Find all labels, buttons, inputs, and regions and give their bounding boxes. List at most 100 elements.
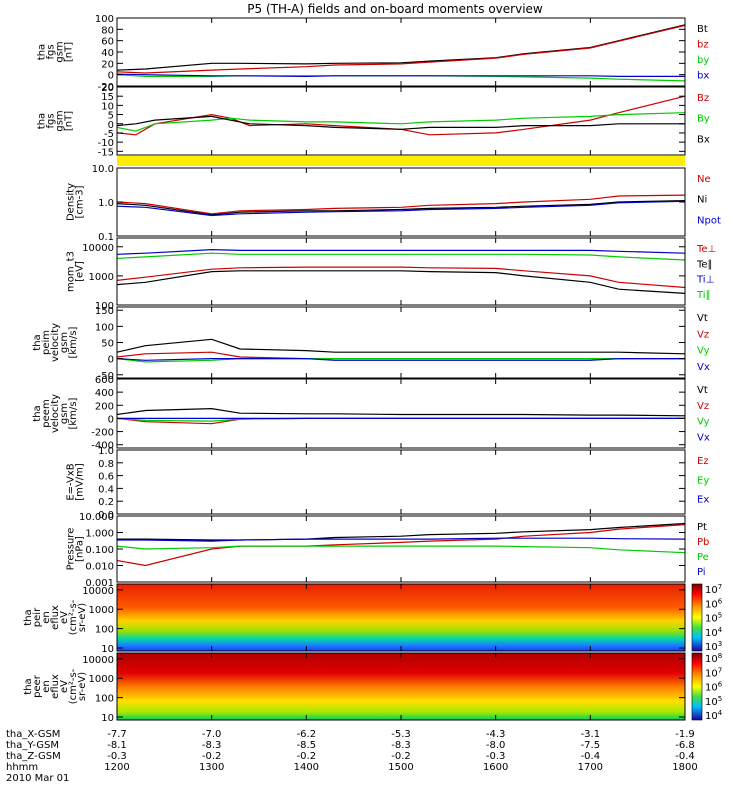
series-fgs-bx [116, 73, 685, 78]
ylabel-peir_spec: en [41, 611, 52, 624]
spectrogram-peir_spec [117, 584, 685, 651]
legend-fgs_zoom-Bz: Bz [697, 93, 709, 104]
panel-density: Ne Ni Npot 10.0 1.0 0.1 Density[cm-3] [66, 164, 721, 243]
colorbar-peir_spec [691, 583, 703, 652]
ylabel-density: [cm-3] [75, 185, 86, 218]
ephemeris-label: tha_Z-GSM [6, 751, 61, 762]
ylabel-peim_vel: tha [32, 334, 43, 350]
ytick-label: -15 [98, 147, 114, 158]
ephemeris-value: -7.5 [581, 740, 601, 751]
ephemeris-value: -3.1 [581, 729, 601, 740]
ephemeris-value: -0.4 [581, 751, 601, 762]
panel-peim_vel: Vt Vz Vy Vx 150 100 50 0 -50 thapeimvelocitygsm[k… [32, 306, 710, 382]
ytick-label: 100 [95, 322, 114, 333]
legend-temp-Ti∥: Ti∥ [696, 290, 711, 301]
ephemeris-value: -1.9 [675, 729, 695, 740]
ephemeris-value: -8.1 [107, 740, 127, 751]
ytick-label: 10 [101, 713, 114, 724]
ylabel-fgs_zoom: gsm [55, 110, 66, 131]
legend-peem_vel-Vz: Vz [697, 401, 709, 412]
ylabel-peir_spec: peir [32, 607, 43, 627]
ylabel-temp: [eV] [75, 261, 86, 282]
ylabel-pressure: Pressure [66, 528, 77, 571]
ylabel-peer_spec: en [41, 680, 52, 693]
ephemeris-label: tha_Y-GSM [6, 740, 59, 751]
legend-efield-Ex: Ex [697, 495, 709, 506]
series-pressure-Pi [117, 537, 686, 542]
ytick-label: 0.6 [98, 472, 114, 483]
series-pressure-Pt [117, 522, 686, 541]
ytick-label: 20 [101, 59, 114, 70]
ytick-label: 1.0 [98, 446, 114, 457]
ytick-label: -200 [91, 428, 114, 439]
series-pressure-Pb [116, 524, 686, 567]
ylabel-peer_spec: sr-eV) [77, 672, 88, 701]
ephemeris-value: 1200 [104, 762, 129, 773]
ytick-label: -20 [98, 82, 114, 93]
date-label: 2010 Mar 01 [6, 773, 69, 784]
legend-fgs_zoom-Bx: Bx [697, 134, 710, 145]
ytick-label: 15 [101, 92, 114, 103]
legend-peim_vel-Vx: Vx [697, 362, 710, 373]
ylabel-fgs_zoom: fgs [46, 113, 57, 128]
series-fgs_zoom-Bz [116, 95, 686, 136]
ephemeris-value: 1600 [483, 762, 508, 773]
ephemeris-value: -0.3 [107, 751, 127, 762]
ytick-label: 80 [101, 25, 114, 36]
ytick-label: 0 [108, 355, 114, 366]
legend-density-Npot: Npot [697, 215, 721, 226]
ylabel-pressure: [nPa] [75, 536, 86, 562]
ytick-label: 20 [101, 83, 114, 94]
legend-pressure-Pb: Pb [697, 537, 709, 548]
ytick-label: 0.4 [98, 484, 114, 495]
ylabel-fgs: [nT] [64, 42, 75, 62]
ephemeris-value: -8.3 [391, 740, 411, 751]
ytick-label: -5 [104, 129, 114, 140]
ylabel-temp: mom_t3 [66, 251, 77, 292]
series-peim_vel-Vt [116, 338, 686, 355]
ytick-label: 10000 [82, 655, 114, 666]
legend-efield-Ez: Ez [697, 456, 709, 467]
ytick-label: 10000 [82, 243, 114, 254]
ephemeris-value: -7.0 [202, 729, 222, 740]
legend-peem_vel-Vt: Vt [697, 385, 708, 396]
legend-peim_vel-Vt: Vt [697, 313, 708, 324]
ytick-label: 1000 [89, 605, 114, 616]
ylabel-peem_vel: peem [41, 399, 52, 427]
series-density-Npot [116, 200, 686, 217]
legend-fgs_zoom-By: By [697, 114, 710, 125]
ephemeris-value: -8.3 [202, 740, 222, 751]
ephemeris-value: 1500 [388, 762, 413, 773]
ytick-label: 0 [108, 71, 114, 82]
ytick-label: 100 [95, 301, 114, 312]
ylabel-peem_vel: gsm [59, 403, 70, 424]
ylabel-peir_spec: sr-eV) [77, 603, 88, 632]
series-fgs-bz [116, 24, 686, 74]
ytick-label: -10 [98, 138, 114, 149]
legend-fgs-by: by [697, 55, 709, 66]
ytick-label: 0.1 [98, 232, 114, 243]
ephemeris-value: -0.2 [202, 751, 222, 762]
ytick-label: 0.100 [85, 545, 114, 556]
ytick-label: 0 [108, 414, 114, 425]
series-density-Ni [116, 200, 686, 216]
ylabel-density: Density [66, 183, 77, 221]
ytick-label: 100 [95, 625, 114, 636]
legend-pressure-Pt: Pt [697, 522, 707, 533]
ylabel-peer_spec: (cm²-s- [68, 668, 79, 704]
legend-peem_vel-Vy: Vy [697, 417, 710, 428]
series-fgs_zoom-Bx [116, 115, 685, 130]
ylabel-peer_spec: eflux [50, 674, 61, 699]
panel-pressure: Pt Pb Pe Pi 10.000 1.000 0.100 0.010 0.001 Pressu… [66, 512, 710, 589]
ylabel-peir_spec: tha [23, 609, 34, 625]
ephemeris-value: 1300 [199, 762, 224, 773]
panel-peem_vel: Vt Vz Vy Vx 600 400 200 0 -200 -400 thapeemvelocit… [32, 375, 710, 452]
ylabel-efield: E=-VxB [66, 463, 77, 500]
legend-efield-Ey: Ey [697, 475, 709, 486]
ephemeris-value: -6.2 [297, 729, 317, 740]
ephemeris-value: 1800 [672, 762, 697, 773]
ephemeris-value: -6.8 [675, 740, 695, 751]
ephemeris-value: -0.2 [297, 751, 317, 762]
ytick-label: 60 [101, 37, 114, 48]
